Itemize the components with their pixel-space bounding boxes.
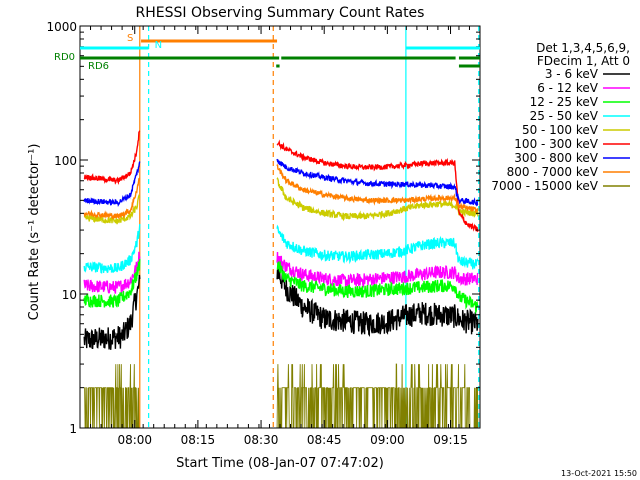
chart-title: RHESSI Observing Summary Count Rates (136, 5, 425, 21)
legend-header-line-1: Det 1,3,4,5,6,9, (536, 41, 630, 55)
series-path-8-0 (84, 364, 140, 429)
legend-label-6: 300 - 800 keV (514, 151, 598, 165)
series-6-12kev (83, 251, 479, 294)
flag-label-n: N (155, 40, 162, 51)
series-path-5-1 (276, 139, 479, 232)
x-tick-label-2: 08:30 (244, 433, 279, 447)
series-path-0-1 (276, 268, 479, 338)
y-tick-label-0: 1 (69, 422, 77, 436)
legend: Det 1,3,4,5,6,9, FDecim 1, Att 0 3 - 6 k… (491, 41, 630, 193)
series-100-300kev (83, 130, 479, 232)
legend-label-8: 7000 - 15000 keV (491, 179, 598, 193)
y-axis-label: Count Rate (s⁻¹ detector⁻¹) (27, 144, 42, 321)
x-tick-label-5: 09:15 (433, 433, 468, 447)
series-path-6-1 (276, 158, 479, 207)
x-tick-label-0: 08:00 (117, 433, 152, 447)
legend-label-0: 3 - 6 keV (545, 67, 599, 81)
series-path-6-0 (83, 161, 141, 207)
legend-label-4: 50 - 100 keV (522, 123, 599, 137)
series-path-1-1 (276, 251, 479, 289)
flag-label-rd0: RD0 (54, 52, 75, 63)
series-path-7-1 (276, 164, 479, 213)
series-path-2-0 (83, 258, 141, 308)
x-axis-label: Start Time (08-Jan-07 07:47:02) (176, 456, 384, 471)
series-path-5-0 (83, 130, 141, 186)
legend-label-7: 800 - 7000 keV (507, 165, 599, 179)
axes: 08:00 08:15 08:30 08:45 09:00 09:15 1 10 100 1000 (46, 20, 481, 447)
y-tick-label-1: 10 (62, 288, 77, 302)
series-12-25kev (83, 258, 479, 315)
y-tick-label-2: 100 (54, 154, 77, 168)
legend-label-5: 100 - 300 keV (514, 137, 598, 151)
series-path-0-0 (83, 274, 141, 350)
series-path-8-1 (276, 363, 479, 429)
series-path-1-0 (83, 251, 141, 294)
flag-label-s: S (127, 33, 133, 44)
legend-label-2: 12 - 25 keV (530, 95, 599, 109)
series-7000-15000kev (84, 363, 479, 429)
series-path-2-1 (276, 261, 479, 315)
series-path-7-0 (83, 177, 141, 220)
y-tick-label-3: 1000 (46, 20, 77, 34)
series-300-800kev (83, 158, 479, 207)
series-25-50kev (83, 224, 479, 274)
x-tick-label-1: 08:15 (181, 433, 216, 447)
observing-flags: S N RD0 RD6 (54, 33, 480, 72)
plot-area (83, 26, 480, 429)
legend-label-1: 6 - 12 keV (537, 81, 599, 95)
x-tick-label-4: 09:00 (370, 433, 405, 447)
series-path-3-1 (276, 224, 479, 270)
series-path-3-0 (83, 224, 141, 274)
legend-header-line-2: FDecim 1, Att 0 (537, 54, 630, 68)
series-3-6kev (83, 268, 479, 350)
x-tick-label-3: 08:45 (307, 433, 342, 447)
legend-label-3: 25 - 50 keV (530, 109, 599, 123)
timestamp: 13-Oct-2021 15:50 (561, 469, 637, 478)
flag-label-rd6: RD6 (88, 61, 109, 72)
series-800-7000kev (83, 164, 479, 220)
series-path-4-1 (276, 176, 479, 222)
